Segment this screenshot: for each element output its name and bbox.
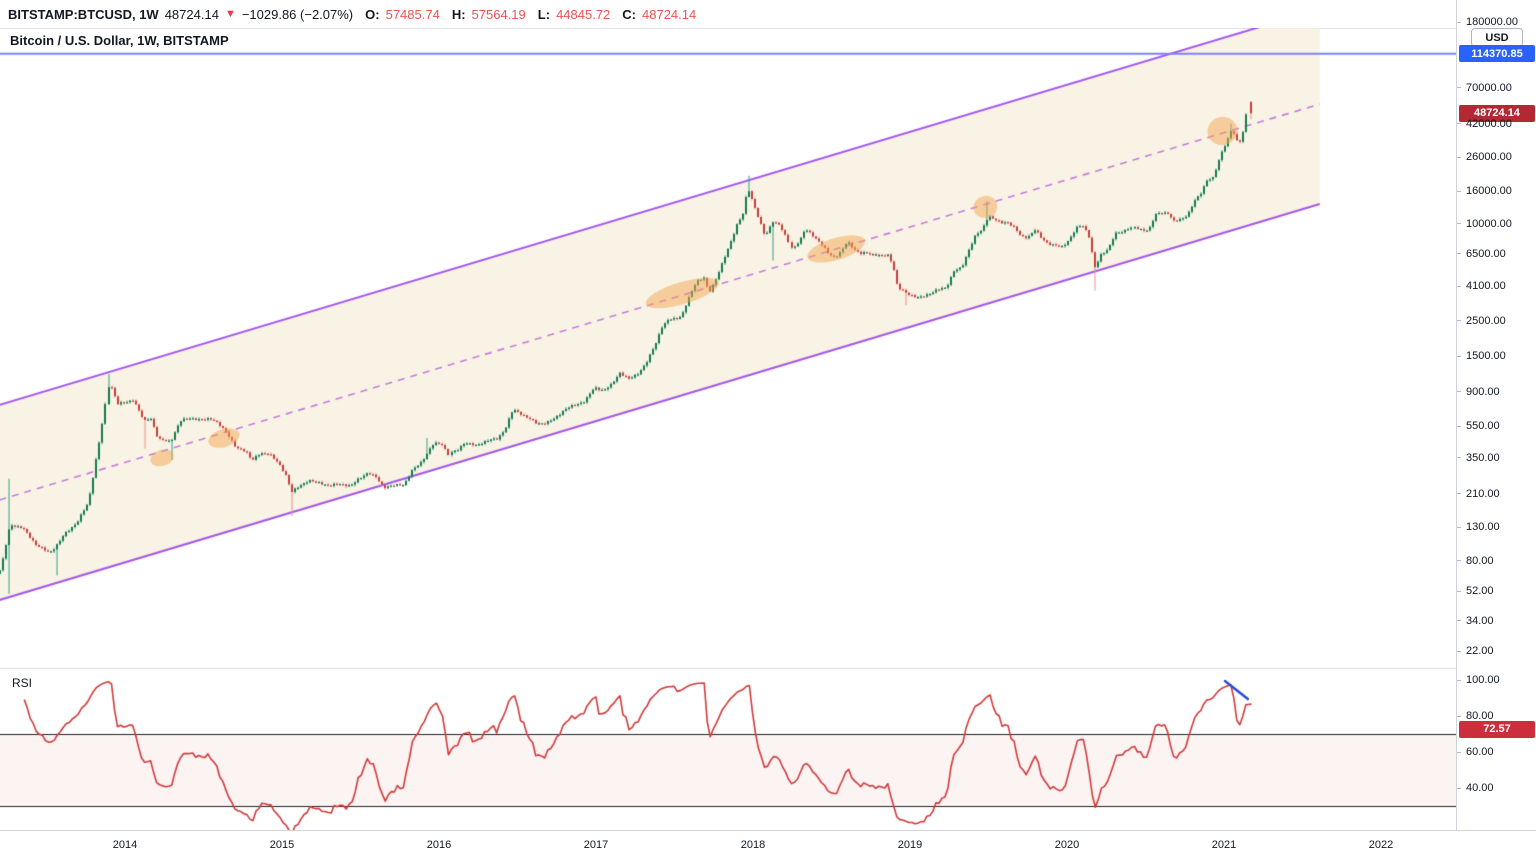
rsi-tick-label: 80.00 (1466, 710, 1494, 722)
rsi-axis-tick: 80.00 (1457, 709, 1536, 724)
rsi-tick-label: 60.00 (1466, 746, 1494, 758)
price-axis-tick: 26000.00 (1457, 150, 1536, 165)
price-axis-tick: 52.00 (1457, 584, 1536, 599)
price-axis-tick: 210.00 (1457, 486, 1536, 501)
price-tick-label: 80.00 (1466, 554, 1494, 567)
price-axis-tick: 550.00 (1457, 419, 1536, 434)
price-change: −1029.86 (−2.07%) (241, 6, 354, 22)
price-axis-tick: 350.00 (1457, 450, 1536, 465)
price-axis-tick: 900.00 (1457, 384, 1536, 399)
rsi-value-badge: 72.57 (1459, 720, 1535, 738)
price-axis-tick: 70000.00 (1457, 80, 1536, 95)
high-value: 57564.19 (471, 6, 526, 22)
time-axis-label: 2015 (269, 839, 295, 851)
low-value: 44845.72 (556, 6, 611, 22)
price-down-arrow-icon: ▼ (224, 8, 236, 20)
price-tick-label: 22.00 (1466, 645, 1494, 658)
price-tick-label: 550.00 (1466, 420, 1500, 433)
price-tick-label: 4100.00 (1466, 280, 1506, 293)
price-tick-label: 34.00 (1466, 614, 1494, 627)
time-axis-label: 2022 (1368, 839, 1394, 851)
price-tick-label: 180000.00 (1466, 16, 1518, 29)
symbol-ohlc-bar: BITSTAMP:BTCUSD, 1W 48724.14 ▼ −1029.86 … (0, 0, 1536, 28)
low-label: L: (537, 6, 551, 22)
rsi-indicator-label[interactable]: RSI (12, 676, 33, 690)
alert-price-badge: 114370.85 (1459, 45, 1535, 63)
price-axis-tick: 1500.00 (1457, 349, 1536, 364)
chart-canvas[interactable] (0, 28, 1456, 830)
price-tick-label: 130.00 (1466, 521, 1500, 534)
price-tick-label: 26000.00 (1466, 151, 1512, 164)
price-axis-tick: 130.00 (1457, 520, 1536, 535)
price-tick-label: 42000.00 (1466, 117, 1512, 130)
price-tick-label: 52.00 (1466, 585, 1494, 598)
price-axis-tick: 42000.00 (1457, 116, 1536, 131)
price-tick-label: 16000.00 (1466, 185, 1512, 198)
close-value: 48724.14 (642, 6, 697, 22)
time-axis-label: 2021 (1211, 839, 1237, 851)
last-price-badge: 48724.14 (1459, 104, 1535, 122)
time-axis-label: 2020 (1054, 839, 1080, 851)
price-axis-tick: 180000.00 (1457, 15, 1536, 30)
price-axis-tick: 16000.00 (1457, 184, 1536, 199)
time-axis-label: 2014 (112, 839, 138, 851)
price-tick-label: 10000.00 (1466, 217, 1512, 230)
rsi-axis-tick: 40.00 (1457, 781, 1536, 796)
close-label: C: (622, 6, 637, 22)
price-tick-label: 900.00 (1466, 385, 1500, 398)
rsi-tick-label: 100.00 (1466, 674, 1500, 686)
price-tick-label: 1500.00 (1466, 350, 1506, 363)
price-axis-tick: 22.00 (1457, 644, 1536, 659)
price-axis-tick: 4100.00 (1457, 279, 1536, 294)
price-axis-tick: 80.00 (1457, 553, 1536, 568)
price-axis-tick: 10000.00 (1457, 216, 1536, 231)
high-label: H: (451, 6, 466, 22)
price-axis-tick: 6500.00 (1457, 246, 1536, 261)
rsi-axis-tick: 60.00 (1457, 745, 1536, 760)
price-axis[interactable]: USD 114370.85 48724.14 72.57 180000.00 70… (1456, 0, 1536, 830)
price-tick-label: 350.00 (1466, 451, 1500, 464)
open-value: 57485.74 (385, 6, 440, 22)
time-axis-label: 2016 (426, 839, 452, 851)
price-tick-label: 210.00 (1466, 487, 1500, 500)
price-tick-label: 6500.00 (1466, 247, 1506, 260)
time-axis-label: 2019 (897, 839, 923, 851)
price-axis-tick: 2500.00 (1457, 313, 1536, 328)
price-tick-label: 2500.00 (1466, 314, 1506, 327)
chart-legend[interactable]: Bitcoin / U.S. Dollar, 1W, BITSTAMP (10, 33, 229, 48)
price-tick-label: 70000.00 (1466, 81, 1512, 94)
price-axis-tick: 34.00 (1457, 613, 1536, 628)
time-axis-label: 2017 (583, 839, 609, 851)
last-price: 48724.14 (164, 6, 219, 22)
symbol-title: BITSTAMP:BTCUSD, 1W (8, 6, 159, 22)
open-label: O: (365, 6, 380, 22)
rsi-axis-tick: 100.00 (1457, 673, 1536, 688)
time-axis-label: 2018 (740, 839, 766, 851)
currency-badge[interactable]: USD (1471, 28, 1523, 47)
time-axis[interactable]: 2014 2015 2016 2017 2018 2019 2020 2021 2022 (0, 830, 1536, 863)
rsi-tick-label: 40.00 (1466, 782, 1494, 794)
